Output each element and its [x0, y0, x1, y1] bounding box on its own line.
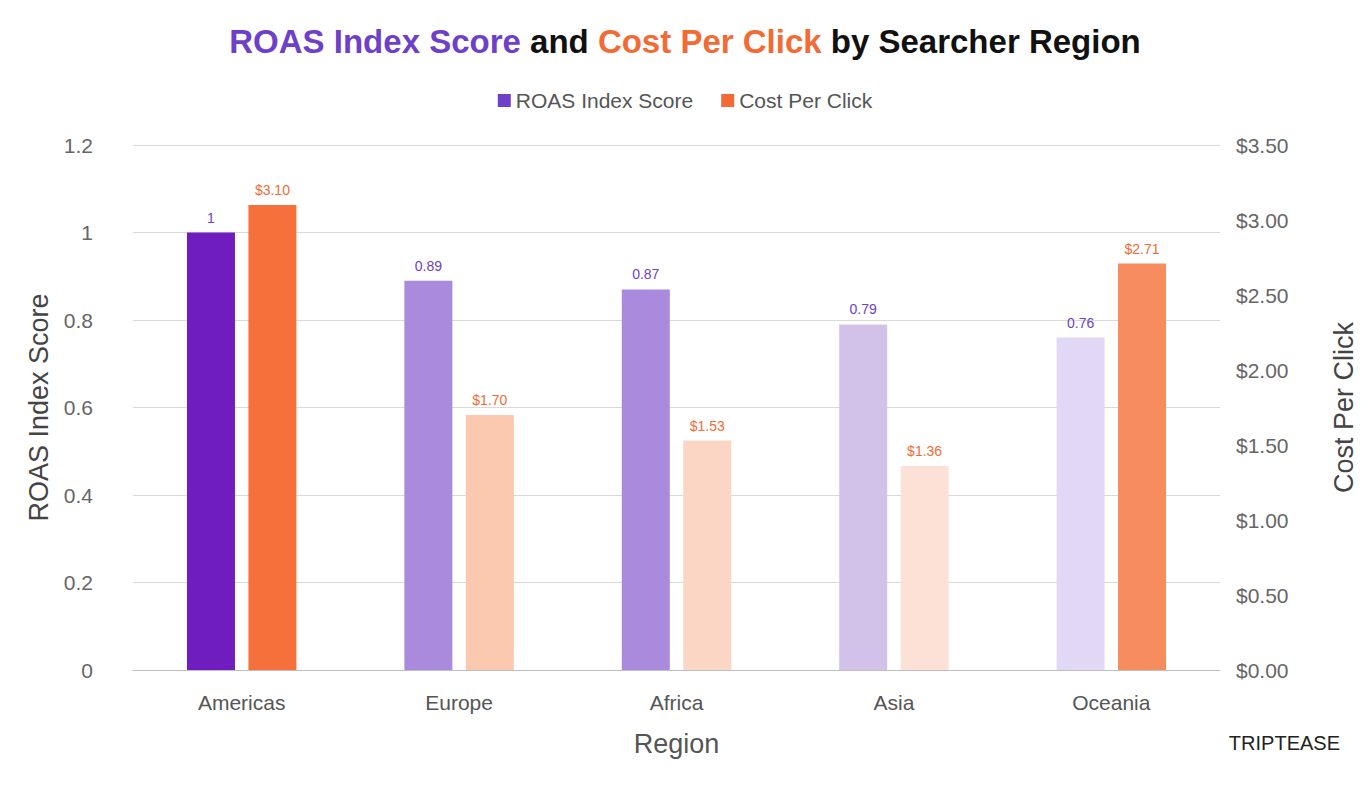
svg-text:Americas: Americas [198, 691, 286, 714]
svg-text:$0.00: $0.00 [1236, 659, 1289, 682]
svg-text:ROAS Index Score: ROAS Index Score [24, 293, 54, 521]
svg-text:$1.70: $1.70 [472, 392, 507, 408]
svg-text:Asia: Asia [873, 691, 914, 714]
svg-text:0.87: 0.87 [632, 266, 659, 282]
svg-text:$1.50: $1.50 [1236, 434, 1289, 457]
svg-text:0.89: 0.89 [415, 258, 442, 274]
svg-text:$2.50: $2.50 [1236, 284, 1289, 307]
svg-text:$3.00: $3.00 [1236, 209, 1289, 232]
svg-text:0: 0 [81, 659, 93, 682]
svg-text:$1.36: $1.36 [907, 443, 942, 459]
svg-text:Oceania: Oceania [1072, 691, 1151, 714]
svg-text:Cost Per Click: Cost Per Click [1329, 321, 1359, 493]
svg-text:Africa: Africa [650, 691, 704, 714]
svg-text:1: 1 [207, 210, 215, 226]
svg-text:0.8: 0.8 [64, 309, 93, 332]
svg-text:0.76: 0.76 [1067, 315, 1094, 331]
svg-text:1: 1 [81, 221, 93, 244]
svg-text:1.2: 1.2 [64, 134, 93, 157]
svg-text:$2.71: $2.71 [1124, 241, 1159, 257]
svg-text:$1.53: $1.53 [690, 418, 725, 434]
svg-text:ROAS Index Score: ROAS Index Score [229, 23, 521, 60]
svg-text:ROAS Index Score: ROAS Index Score [516, 89, 693, 112]
svg-text:0.4: 0.4 [64, 484, 94, 507]
svg-text:0.2: 0.2 [64, 571, 93, 594]
svg-text:$0.50: $0.50 [1236, 584, 1289, 607]
svg-text:Cost Per Click: Cost Per Click [598, 23, 822, 60]
svg-text:0.79: 0.79 [850, 301, 877, 317]
svg-text:and: and [521, 23, 598, 60]
svg-text:$2.00: $2.00 [1236, 359, 1289, 382]
svg-text:Europe: Europe [425, 691, 493, 714]
svg-text:TRIPTEASE: TRIPTEASE [1229, 732, 1340, 754]
svg-text:0.6: 0.6 [64, 396, 93, 419]
svg-text:$3.50: $3.50 [1236, 134, 1289, 157]
svg-text:$1.00: $1.00 [1236, 509, 1289, 532]
svg-text:by Searcher Region: by Searcher Region [822, 23, 1141, 60]
svg-text:$3.10: $3.10 [255, 182, 290, 198]
svg-text:Cost Per Click: Cost Per Click [739, 89, 873, 112]
svg-text:Region: Region [634, 729, 720, 759]
